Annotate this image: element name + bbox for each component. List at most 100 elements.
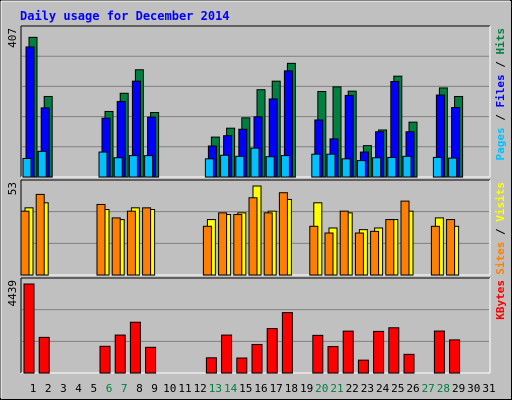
bar-pages-day-2 bbox=[37, 150, 47, 178]
bar-sites-day-24 bbox=[370, 230, 380, 276]
bar-sites-day-7 bbox=[111, 217, 121, 276]
chart-title: Daily usage for December 2014 bbox=[20, 9, 230, 23]
x-tick-label-day-13: 13 bbox=[209, 382, 222, 395]
x-tick-label-day-15: 15 bbox=[239, 382, 252, 395]
x-tick-label-day-30: 30 bbox=[467, 382, 480, 395]
bar-sites-day-20 bbox=[309, 225, 319, 276]
bar-pages-day-21 bbox=[326, 153, 336, 178]
bar-pages-day-7 bbox=[113, 157, 123, 178]
x-tick-label-day-22: 22 bbox=[346, 382, 359, 395]
bar-kbytes-day-28 bbox=[433, 330, 445, 374]
bar-sites-day-6 bbox=[96, 203, 106, 276]
x-tick-label-day-2: 2 bbox=[45, 382, 52, 395]
bar-kbytes-day-25 bbox=[388, 327, 400, 374]
bar-pages-day-25 bbox=[387, 156, 397, 178]
top-panel-max-label: 407 bbox=[6, 28, 19, 48]
legend-separator: / bbox=[494, 222, 507, 242]
bar-kbytes-day-17 bbox=[266, 328, 278, 374]
bar-pages-day-24 bbox=[372, 157, 382, 178]
bar-kbytes-day-14 bbox=[221, 334, 233, 374]
bar-pages-day-6 bbox=[98, 151, 108, 178]
x-tick-label-day-26: 26 bbox=[406, 382, 419, 395]
legend-entry-files: Files bbox=[494, 74, 507, 107]
bar-kbytes-day-6 bbox=[99, 345, 111, 374]
panel-top bbox=[20, 25, 491, 178]
middle-panel-max-label: 53 bbox=[6, 182, 19, 195]
x-tick-label-day-27: 27 bbox=[422, 382, 435, 395]
bar-kbytes-day-2 bbox=[38, 336, 50, 374]
bar-pages-day-23 bbox=[356, 160, 366, 178]
x-tick-label-day-25: 25 bbox=[391, 382, 404, 395]
bar-sites-day-2 bbox=[35, 193, 45, 276]
x-tick-label-day-17: 17 bbox=[270, 382, 283, 395]
bar-sites-day-23 bbox=[354, 232, 364, 276]
bar-kbytes-day-15 bbox=[236, 357, 248, 374]
x-tick-label-day-1: 1 bbox=[30, 382, 37, 395]
legend-entry-pages: Pages bbox=[494, 127, 507, 160]
bar-sites-day-16 bbox=[248, 197, 258, 276]
x-tick-label-day-3: 3 bbox=[60, 382, 67, 395]
bar-kbytes-day-29 bbox=[449, 339, 461, 374]
bar-kbytes-day-20 bbox=[312, 334, 324, 374]
bar-sites-day-28 bbox=[430, 225, 440, 276]
x-tick-label-day-14: 14 bbox=[224, 382, 238, 395]
x-tick-label-day-4: 4 bbox=[75, 382, 82, 395]
bar-sites-day-22 bbox=[339, 210, 349, 276]
legend-entry-sites: Sites bbox=[494, 242, 507, 275]
legend-separator: / bbox=[494, 55, 507, 75]
bar-sites-day-17 bbox=[263, 212, 273, 276]
bar-kbytes-day-26 bbox=[403, 353, 415, 374]
bar-kbytes-day-7 bbox=[114, 334, 126, 374]
panel-bottom bbox=[20, 277, 491, 374]
top-panel-legend: Pages / Files / Hits bbox=[494, 28, 507, 161]
bar-pages-day-29 bbox=[448, 157, 458, 178]
legend-text: KBytes bbox=[494, 280, 507, 320]
bar-kbytes-day-22 bbox=[342, 330, 354, 374]
bar-kbytes-day-21 bbox=[327, 346, 339, 374]
x-tick-label-day-9: 9 bbox=[151, 382, 158, 395]
legend-entry-kbytes: KBytes bbox=[494, 280, 507, 320]
bar-pages-day-20 bbox=[311, 153, 321, 178]
bar-pages-day-26 bbox=[402, 155, 412, 178]
legend-separator: / bbox=[494, 108, 507, 128]
bar-sites-day-8 bbox=[126, 210, 136, 276]
x-axis-day-labels: 1 2 3 4 5 6 7 8 9 10 11 12 13 14 15 16 17 18 19 20 21 22 23 24 2… bbox=[30, 382, 496, 395]
bar-kbytes-day-16 bbox=[251, 343, 263, 374]
x-tick-label-day-5: 5 bbox=[90, 382, 97, 395]
x-tick-label-day-12: 12 bbox=[194, 382, 207, 395]
chart-panels bbox=[20, 25, 491, 374]
bar-pages-day-22 bbox=[341, 158, 351, 178]
bar-pages-day-15 bbox=[235, 155, 245, 178]
bar-sites-day-9 bbox=[142, 207, 152, 276]
bar-pages-day-28 bbox=[432, 156, 442, 178]
x-tick-label-day-18: 18 bbox=[285, 382, 298, 395]
x-tick-label-day-21: 21 bbox=[330, 382, 343, 395]
bar-pages-day-9 bbox=[144, 155, 154, 178]
bar-sites-day-18 bbox=[278, 192, 288, 276]
bar-kbytes-day-13 bbox=[205, 357, 217, 374]
x-tick-label-day-24: 24 bbox=[376, 382, 390, 395]
middle-panel-legend: Sites / Visits bbox=[494, 182, 507, 275]
bar-pages-day-14 bbox=[220, 154, 230, 178]
bar-pages-day-18 bbox=[280, 155, 290, 178]
bar-kbytes-day-8 bbox=[129, 321, 141, 374]
bar-sites-day-26 bbox=[400, 200, 410, 276]
bar-kbytes-day-18 bbox=[281, 312, 293, 374]
panel-middle bbox=[20, 179, 491, 276]
bar-sites-day-1 bbox=[20, 210, 30, 276]
x-tick-label-day-8: 8 bbox=[136, 382, 143, 395]
x-tick-label-day-10: 10 bbox=[163, 382, 176, 395]
x-tick-label-day-29: 29 bbox=[452, 382, 465, 395]
bar-pages-day-17 bbox=[265, 156, 275, 178]
bar-sites-day-15 bbox=[233, 214, 243, 276]
x-tick-label-day-20: 20 bbox=[315, 382, 328, 395]
bar-sites-day-14 bbox=[218, 212, 228, 276]
legend-text: Sites / Visits bbox=[494, 182, 507, 275]
x-tick-label-day-19: 19 bbox=[300, 382, 313, 395]
bar-pages-day-13 bbox=[204, 158, 214, 178]
legend-entry-visits: Visits bbox=[494, 182, 507, 222]
x-tick-label-day-28: 28 bbox=[437, 382, 450, 395]
bar-sites-day-29 bbox=[446, 219, 456, 276]
